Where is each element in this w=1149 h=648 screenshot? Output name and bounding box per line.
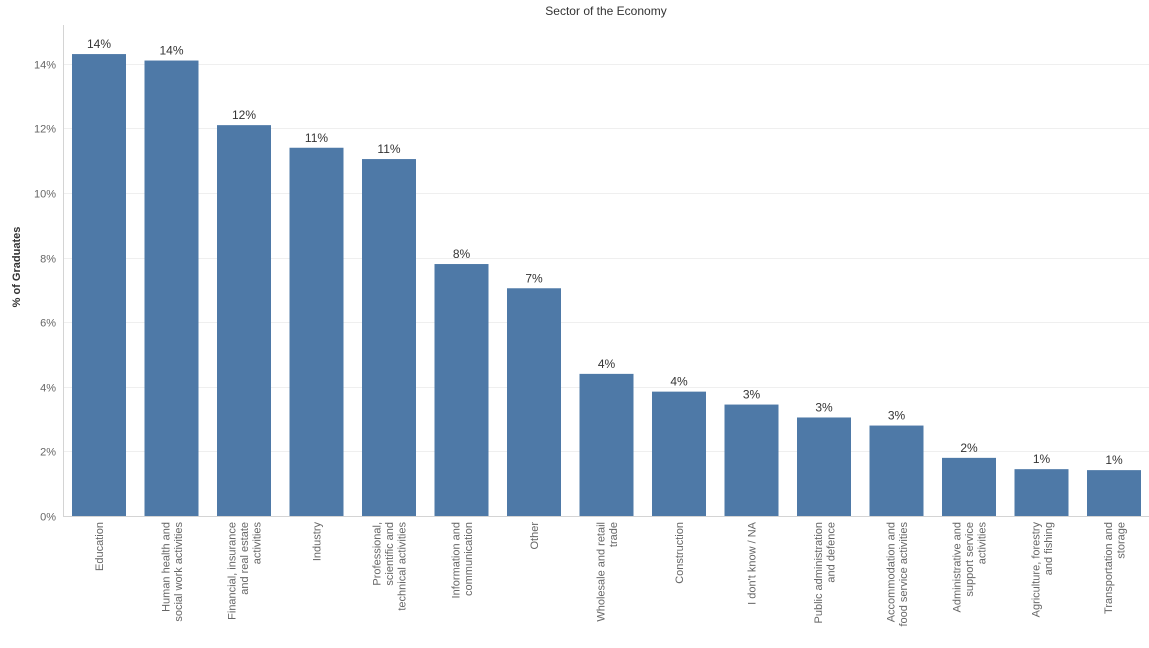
category-label-line: activities: [977, 522, 989, 565]
category-label-line: Accommodation and: [885, 522, 897, 622]
category-label-line: trade: [608, 522, 620, 547]
y-tick-label: 0%: [40, 512, 56, 524]
bar[interactable]: [434, 264, 489, 516]
category-label-line: Transportation and: [1103, 522, 1115, 614]
data-label: 8%: [453, 247, 471, 261]
bar[interactable]: [579, 373, 634, 516]
category-label-line: Information and: [450, 522, 462, 598]
bar[interactable]: [797, 417, 851, 516]
category-label: Transportation and storage: [1103, 522, 1128, 614]
category-label-line: communication: [463, 522, 475, 596]
data-label: 3%: [888, 409, 906, 423]
category-label-line: and defence: [825, 522, 837, 583]
category-label: Industry: [312, 522, 324, 562]
y-tick-label: 10%: [34, 189, 56, 201]
bar[interactable]: [869, 425, 924, 516]
category-label-line: technical activities: [397, 522, 409, 611]
data-label: 3%: [743, 388, 761, 402]
data-label: 14%: [87, 37, 111, 51]
bar[interactable]: [942, 457, 996, 516]
category-label: Information and communication: [450, 522, 475, 598]
category-labels: Education Human health and social work act…: [94, 521, 1127, 626]
category-label: Human health and social work activities: [160, 522, 185, 622]
y-tick-label: 8%: [40, 254, 56, 266]
category-label: Public administration and defence: [813, 522, 838, 624]
bar[interactable]: [362, 159, 416, 517]
data-label: 2%: [960, 441, 978, 455]
category-label: Agriculture, forestry and fishing: [1030, 522, 1055, 618]
data-label: 1%: [1105, 453, 1123, 467]
y-tick-label: 4%: [40, 383, 56, 395]
axes: 0% 2% 4% 6% 8% 10% 12% 14%: [34, 25, 1149, 524]
bar[interactable]: [144, 60, 199, 516]
data-label: 14%: [159, 44, 183, 58]
data-label: 11%: [305, 131, 328, 145]
data-labels: 14% 14% 12% 11% 11% 8% 7% 4% 4% 3% 3% 3% 2% 1% 1%: [87, 37, 1123, 467]
bar[interactable]: [724, 404, 779, 516]
category-label-line: Administrative and: [952, 522, 964, 613]
bar[interactable]: [652, 391, 706, 516]
category-label-line: scientific and: [384, 522, 396, 586]
category-label-line: and fishing: [1043, 522, 1055, 575]
category-label-line: Financial, insurance: [227, 522, 239, 620]
category-label-line: Education: [94, 522, 106, 571]
category-label-line: social work activities: [173, 522, 185, 622]
data-label: 11%: [377, 142, 400, 156]
category-label-line: Public administration: [813, 522, 825, 624]
category-label-line: storage: [1115, 522, 1127, 559]
category-label: Administrative and support service activit…: [952, 522, 989, 613]
category-label-line: I don't know / NA: [747, 521, 759, 604]
category-label-line: Agriculture, forestry: [1030, 522, 1042, 618]
category-label: Construction: [674, 522, 686, 584]
y-tick-label: 14%: [34, 60, 56, 72]
category-label-line: activities: [252, 522, 264, 565]
category-label-line: Professional,: [372, 522, 384, 586]
category-label-line: Industry: [312, 522, 324, 562]
data-label: 12%: [232, 108, 256, 122]
category-label: Accommodation and food service activities: [885, 522, 910, 627]
category-label: Other: [529, 522, 541, 550]
bar[interactable]: [1087, 470, 1141, 516]
y-tick-label: 6%: [40, 318, 56, 330]
bar[interactable]: [289, 147, 344, 516]
bars: [72, 54, 1141, 517]
category-label: Wholesale and retail trade: [595, 522, 620, 622]
data-label: 1%: [1033, 452, 1051, 466]
data-label: 3%: [815, 400, 833, 414]
y-axis-title: % of Graduates: [11, 227, 23, 308]
bar[interactable]: [72, 54, 126, 517]
category-label-line: Wholesale and retail: [595, 522, 607, 622]
bar[interactable]: [217, 125, 271, 517]
category-label-line: Human health and: [160, 522, 172, 612]
category-label: Professional, scientific and technical act…: [372, 522, 409, 611]
bar[interactable]: [1014, 469, 1069, 516]
data-label: 4%: [670, 375, 688, 389]
category-label-line: food service activities: [898, 522, 910, 627]
chart-title: Sector of the Economy: [545, 4, 666, 18]
category-label: Education: [94, 522, 106, 571]
data-label: 4%: [598, 357, 616, 371]
bar[interactable]: [507, 288, 561, 516]
category-label-line: support service: [964, 522, 976, 597]
y-tick-label: 2%: [40, 447, 56, 459]
category-label-line: Construction: [674, 522, 686, 584]
category-label: Financial, insurance and real estate activ…: [227, 522, 264, 620]
category-label-line: and real estate: [239, 522, 251, 595]
category-label-line: Other: [529, 522, 541, 550]
y-tick-label: 12%: [34, 124, 56, 136]
category-label: I don't know / NA: [747, 521, 759, 604]
data-label: 7%: [525, 271, 543, 285]
